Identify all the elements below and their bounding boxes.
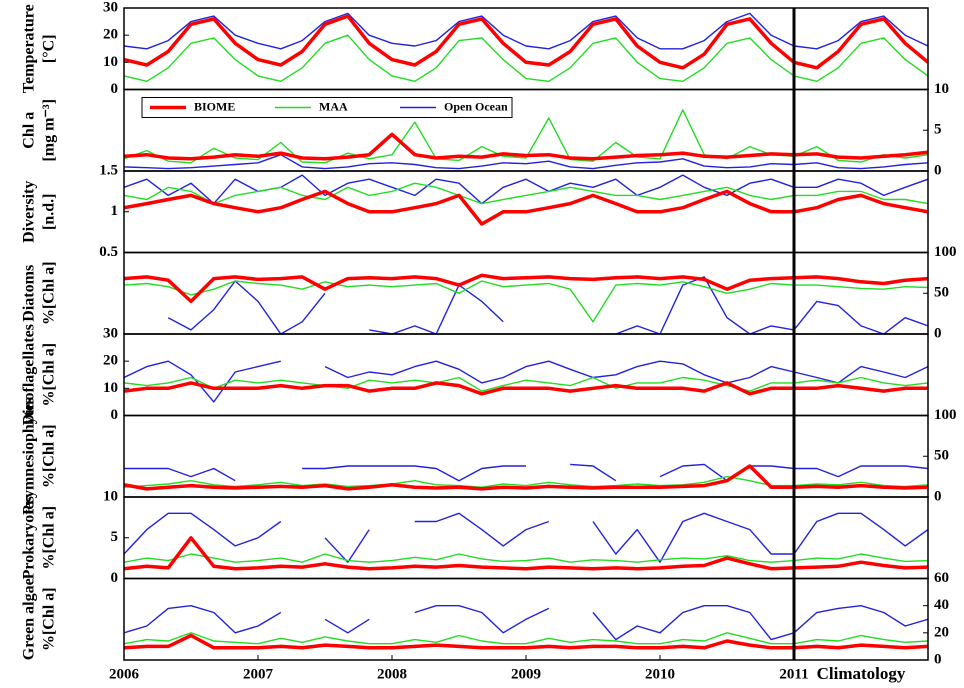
y-tick-label: 5 [111,529,119,545]
y-tick-label: 0 [111,570,119,586]
x-tick-label: 2009 [511,666,541,682]
legend-box [141,97,513,118]
y-axis-label: %[Chl a] [41,506,58,570]
y-axis-label: [n.d.] [41,194,58,230]
x-tick-label: 2011 [779,666,808,682]
panel-frame [123,251,929,335]
y-tick-label: 60 [934,570,949,586]
series-line [124,174,928,205]
y-tick-label: 10 [103,488,118,504]
plot-area [124,273,928,334]
series-line [124,14,928,70]
series-line [167,276,928,334]
series-line [124,132,928,161]
annotation: Climatology [817,664,906,683]
y-tick-label: 5 [934,122,942,138]
series-line [124,512,928,563]
x-tick-label: 2007 [243,666,274,682]
plot-area [124,512,928,571]
series-line [124,189,928,226]
y-tick-label: 10 [103,54,118,70]
y-axis-label: %[Chl a] [41,587,58,651]
y-axis-label: Temperature [21,4,38,93]
y-tick-label: 100 [934,244,957,260]
plot-area [124,360,928,403]
y-tick-label: 0 [934,162,942,178]
series-line [124,605,928,641]
legend-label: MAA [319,99,348,113]
series-line [124,12,928,50]
x-tick-label: 2010 [645,666,675,682]
x-tick-label: 2008 [377,666,407,682]
y-tick-label: 1.5 [99,162,118,178]
y-tick-label: 10 [103,380,118,396]
y-tick-label: 0 [934,651,942,667]
plot-area [124,12,928,82]
y-axis-label: Green algae [21,578,38,660]
y-tick-label: 1 [111,203,119,219]
series-line [124,273,928,304]
plot-area [124,605,928,650]
y-tick-label: 50 [934,448,949,464]
y-axis-label: Chl a [21,112,38,149]
y-tick-label: 40 [934,597,949,613]
y-axis-label: Prokaryotes [21,496,38,579]
x-tick-label: 2006 [109,666,140,682]
series-line [124,360,928,403]
y-axis-label: Dinoflagellates [21,324,38,425]
y-tick-label: 0 [111,81,119,97]
legend-label: BIOME [194,99,235,113]
series-line [124,553,928,563]
y-tick-label: 30 [103,0,118,15]
y-axis-label: Diatoms [21,265,38,322]
series-line [124,632,928,645]
y-tick-label: 100 [934,407,957,423]
y-tick-label: 0.5 [99,244,118,260]
plot-area [124,463,928,491]
y-tick-label: 0 [111,407,119,423]
y-tick-label: 0 [934,325,942,341]
panel-frame [123,577,929,661]
y-axis-label: %[Chl a] [41,424,58,488]
series-line [124,182,928,205]
y-axis-label: [mg m⁻³] [41,99,58,162]
series-line [124,381,928,396]
y-tick-label: 20 [103,27,118,43]
plot-area [124,174,928,226]
series-line [124,463,928,482]
y-axis-label: Prymnesiophytes [21,398,38,515]
y-axis-label: [°C] [41,34,58,63]
y-axis-label: Diversity [21,181,38,243]
series-line [124,34,928,82]
y-tick-label: 20 [103,353,118,369]
y-tick-label: 0 [934,488,942,504]
series-line [124,280,928,323]
plot-area [124,109,928,170]
y-tick-label: 10 [934,81,949,97]
y-tick-label: 30 [103,325,118,341]
y-axis-label: %[Chl a] [41,343,58,407]
y-tick-label: 20 [934,624,949,640]
legend-label: Open Ocean [444,99,508,113]
y-axis-label: %[Chl a] [41,261,58,325]
y-tick-label: 50 [934,285,949,301]
